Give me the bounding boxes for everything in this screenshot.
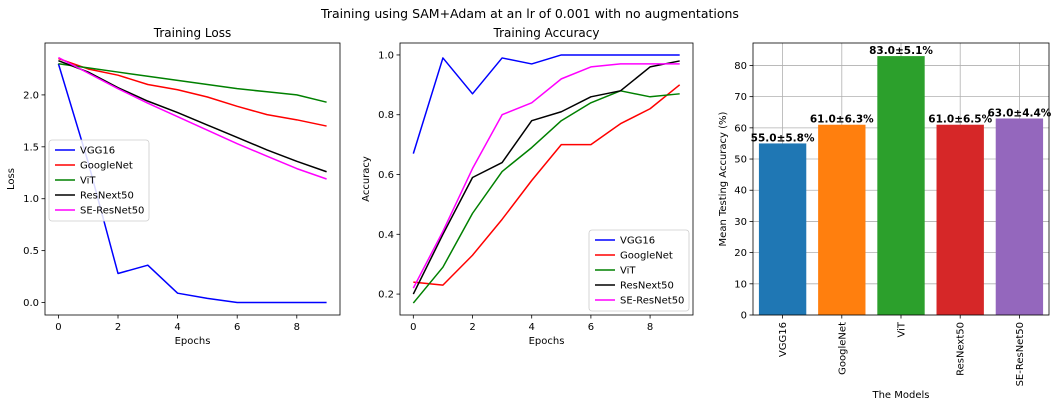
y-axis-label: Mean Testing Accuracy (%) [718,111,729,246]
x-tick-label: 6 [234,322,240,333]
x-tick-label: GoogleNet [837,322,848,375]
y-tick-label: 40 [734,186,747,197]
series-line-resnext50 [58,59,327,173]
x-tick-label: 2 [469,322,475,333]
x-axis-label: Epochs [529,336,565,347]
y-tick-label: 0.0 [23,298,39,309]
y-tick-label: 0.2 [378,290,394,301]
chart-title: Training Accuracy [493,26,600,40]
series-line-vit [58,63,327,103]
bar-value-label: 61.0±6.5% [928,114,992,126]
series-line-se-resnet50 [412,63,680,289]
legend-label: VGG16 [80,146,115,157]
y-tick-label: 0.6 [378,170,394,181]
bar-se-resnet50 [995,118,1044,315]
bar-resnext50 [936,124,984,316]
training-accuracy-chart: Training Accuracy 0 2 4 6 8 0.2 0.4 0.6 0.8 1.0 Epo… [361,26,694,347]
y-tick-label: 80 [734,61,747,72]
chart-title: Training Loss [153,26,231,40]
legend-label: GoogleNet [620,251,673,262]
y-tick-label: 0.8 [378,110,394,121]
y-tick-label: 1.5 [23,142,39,153]
y-tick-label: 0.5 [23,246,39,257]
training-loss-chart: Training Loss 0 2 4 6 8 0.0 0.5 1.0 1.5 2.0 Epochs L… [6,26,341,347]
x-tick-label: 0 [55,322,61,333]
bar-value-label: 83.0±5.1% [869,45,933,57]
x-tick-label: ResNext50 [956,322,967,376]
bar-vgg16 [758,143,807,315]
series-line-vit [412,90,680,304]
y-tick-label: 20 [734,248,747,259]
y-tick-label: 0.4 [378,230,394,241]
legend-label: ViT [620,266,636,277]
y-tick-label: 0 [741,311,747,322]
x-tick-label: 4 [529,322,535,333]
legend: VGG16 GoogleNet ViT ResNext50 SE-ResNet50 [588,229,690,312]
x-tick-label: 8 [294,322,300,333]
legend-label: ResNext50 [620,281,674,292]
legend-label: ResNext50 [80,191,134,202]
legend-label: ViT [80,176,96,187]
bar-googlenet [818,124,866,316]
bar-value-label: 61.0±6.3% [810,114,874,126]
y-tick-label: 1.0 [23,194,39,205]
y-tick-label: 30 [734,217,747,228]
x-tick-label: SE-ResNet50 [1015,322,1026,386]
legend-label: SE-ResNet50 [620,296,684,307]
x-tick-label: 2 [115,322,121,333]
bar-value-label: 55.0±5.8% [751,132,815,144]
y-tick-label: 70 [734,92,747,103]
testing-accuracy-bar-chart: 0 10 20 30 40 50 60 70 80 55.0±5.8% VGG16 61.0±6.3%… [718,42,1052,401]
x-tick-label: 8 [647,322,653,333]
x-tick-label: 4 [174,322,180,333]
x-axis-label: Epochs [175,336,211,347]
x-tick-label: ViT [897,321,908,337]
bar-vit [877,56,925,315]
x-tick-label: VGG16 [778,322,789,357]
x-tick-label: 0 [410,322,416,333]
series-line-se-resnet50 [58,56,327,180]
y-tick-label: 60 [734,123,747,134]
legend-box [588,229,690,312]
y-tick-label: 2.0 [23,90,39,101]
y-axis-label: Accuracy [361,156,372,202]
legend-label: GoogleNet [80,161,133,172]
legend: VGG16 GoogleNet ViT ResNext50 SE-ResNet50 [48,139,150,222]
bar-value-label: 63.0±4.4% [987,107,1051,119]
series-line-resnext50 [412,60,680,295]
x-axis-label: The Models [871,390,929,401]
legend-box [48,139,150,222]
series-line-vgg16 [412,54,680,154]
y-axis-label: Loss [6,168,17,190]
y-tick-label: 50 [734,155,747,166]
y-tick-label: 10 [734,279,747,290]
plot-frame [752,42,1050,316]
series-line-googlenet [58,57,327,127]
x-tick-label: 6 [588,322,594,333]
legend-label: VGG16 [620,236,655,247]
series-line-googlenet [413,84,681,286]
legend-label: SE-ResNet50 [80,206,144,217]
figure-suptitle: Training using SAM+Adam at an lr of 0.00… [320,6,739,21]
y-tick-label: 1.0 [378,50,394,61]
